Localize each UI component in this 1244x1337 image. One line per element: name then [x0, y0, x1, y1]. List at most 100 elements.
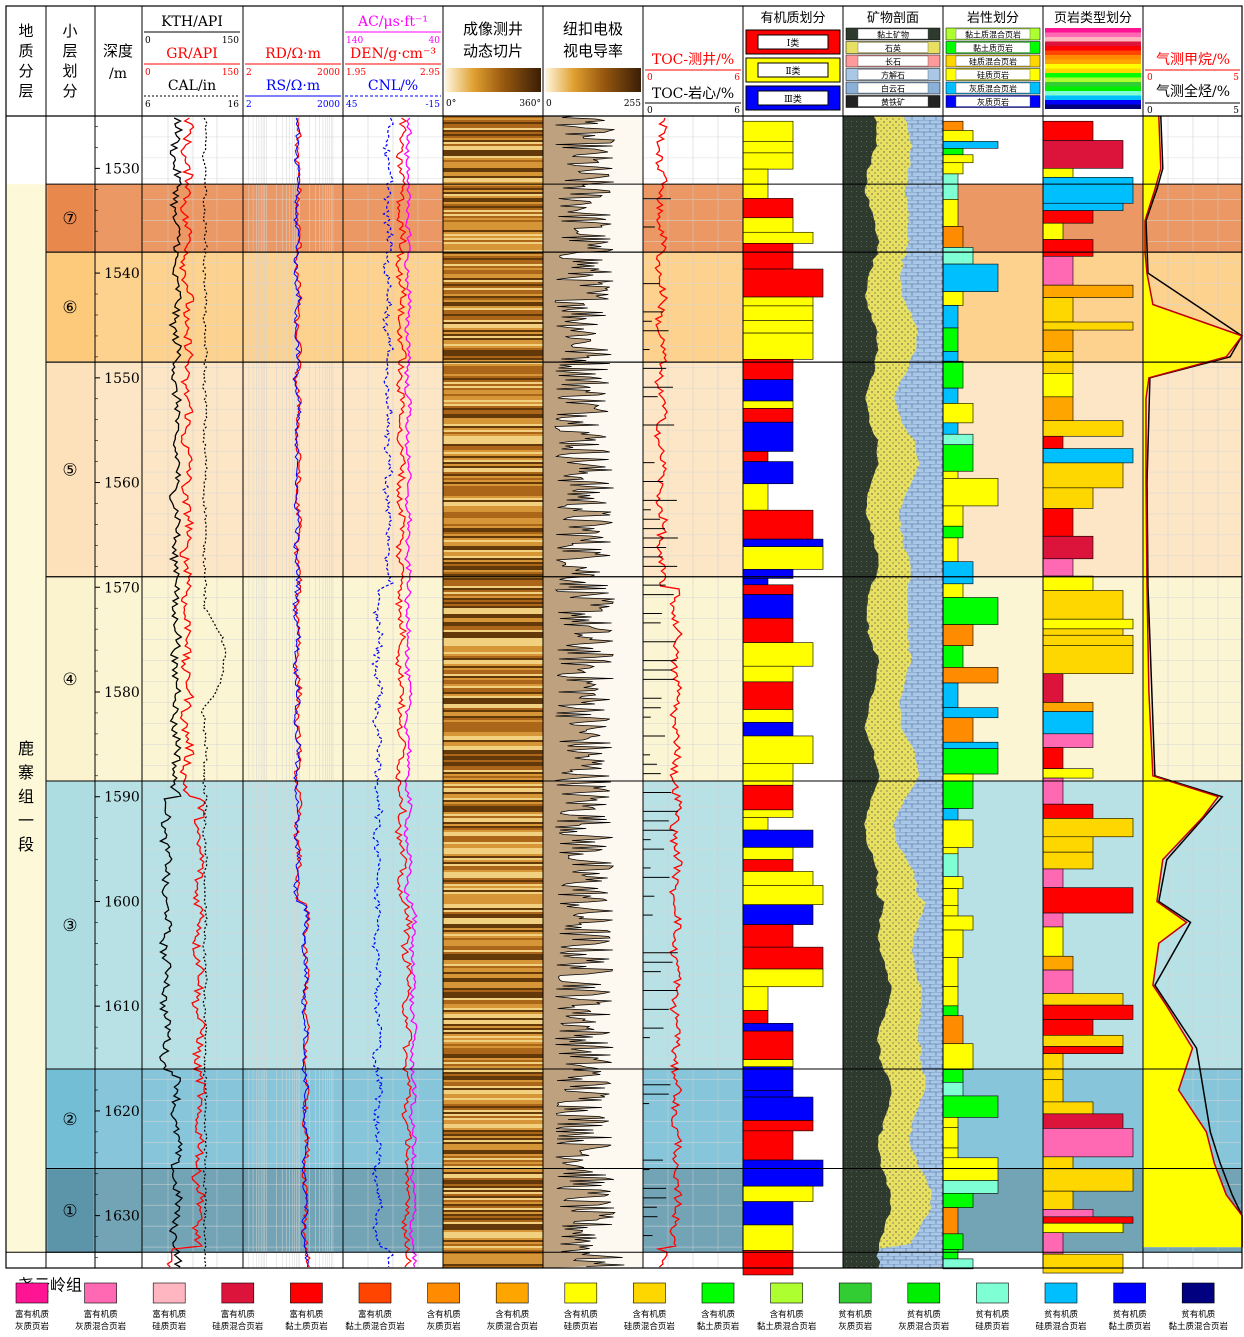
image-log-stripe	[443, 334, 543, 336]
image-log-stripe	[443, 534, 543, 536]
shale-type-swatch	[1045, 28, 1141, 33]
total-gas-curve	[1145, 115, 1243, 1248]
image-log-stripe	[443, 380, 543, 382]
image-log-colorbar	[445, 68, 541, 92]
image-log-stripe	[443, 240, 543, 242]
sublayer-band	[95, 252, 142, 363]
image-log-stripe	[443, 894, 543, 896]
ac-curve	[394, 117, 414, 1268]
shale-type-block	[1042, 1004, 1134, 1020]
sublayer-band	[95, 781, 142, 1070]
image-log-stripe	[443, 666, 543, 668]
organic-class-block	[742, 1159, 824, 1187]
image-log-stripe	[443, 836, 543, 838]
image-log-stripe	[443, 940, 543, 942]
image-log-stripe	[443, 398, 543, 400]
legend-label-line1: 富有机质	[289, 1309, 324, 1320]
lithology-name: 硅质页岩	[977, 70, 1009, 80]
legend-label-line2: 黏土质混合页岩	[1168, 1321, 1228, 1332]
image-log-stripe	[443, 154, 543, 156]
image-log-stripe	[443, 926, 543, 928]
image-log-stripe	[443, 140, 543, 142]
shale-type-block	[1042, 435, 1064, 449]
image-log-stripe	[443, 230, 543, 232]
image-log-stripe	[443, 1264, 543, 1266]
formation-upper-char: 组	[18, 787, 34, 806]
image-log-stripe	[443, 1190, 543, 1192]
image-log-stripe	[443, 916, 543, 918]
image-log-stripe	[443, 744, 543, 746]
image-log-stripe	[443, 1112, 543, 1114]
image-log-stripe	[443, 582, 543, 584]
organic-class-block	[742, 1010, 769, 1024]
shale-type-block	[1042, 1190, 1074, 1210]
image-log-stripe	[443, 1116, 543, 1118]
track1-scale-max: 16	[228, 100, 240, 110]
image-log-stripe	[443, 1032, 543, 1034]
organic-class-block	[742, 784, 794, 811]
shale-type-swatch	[1045, 55, 1141, 60]
shale-type-block	[1042, 747, 1064, 770]
shale-type-block	[1042, 420, 1124, 437]
image-log-stripe	[443, 386, 543, 388]
lithology-block	[942, 905, 959, 917]
image-log-stripe	[443, 1164, 543, 1166]
image-log-stripe	[443, 228, 543, 230]
organic-class-block	[742, 400, 794, 409]
image-log-stripe	[443, 1114, 543, 1116]
lithology-block	[942, 226, 964, 248]
lithology-block	[942, 505, 964, 527]
image-log-stripe	[443, 146, 543, 148]
image-log-stripe	[443, 1108, 543, 1110]
image-log-stripe	[443, 754, 543, 756]
image-log-stripe	[443, 760, 543, 762]
image-log-stripe	[443, 608, 543, 610]
image-log-stripe	[443, 730, 543, 732]
image-log-stripe	[443, 644, 543, 646]
image-log-stripe	[443, 180, 543, 182]
toc-log-min: 0	[647, 73, 653, 83]
image-log-stripe	[443, 776, 543, 778]
image-log-stripe	[443, 394, 543, 396]
depth-tick-label: 1630	[104, 1209, 140, 1225]
image-log-stripe	[443, 190, 543, 192]
image-log-stripe	[443, 996, 543, 998]
sublayer-label: ②	[62, 1110, 77, 1130]
image-log-stripe	[443, 558, 543, 560]
image-log-stripe	[443, 524, 543, 526]
image-log-stripe	[443, 638, 543, 640]
image-log-stripe	[443, 1138, 543, 1140]
image-log-stripe	[443, 758, 543, 760]
image-log-stripe	[443, 612, 543, 614]
organic-class-block	[742, 379, 794, 402]
lithology-block	[942, 929, 964, 958]
image-log-stripe	[443, 532, 543, 534]
strat-header-char: 质	[18, 42, 33, 60]
lithology-block	[942, 360, 964, 389]
image-log-stripe	[443, 296, 543, 298]
image-log-stripe	[443, 502, 543, 504]
image-log-stripe	[443, 378, 543, 380]
mineral-box	[857, 96, 929, 107]
image-log-stripe	[443, 260, 543, 262]
legend-swatch	[358, 1282, 392, 1304]
image-log-stripe	[443, 900, 543, 902]
image-log-stripe	[443, 652, 543, 654]
lithology-block	[942, 1069, 964, 1083]
lithology-block	[942, 1249, 959, 1260]
organic-class-name: Ⅰ类	[787, 37, 800, 49]
image-log-stripe	[443, 984, 543, 986]
image-log-stripe	[443, 542, 543, 544]
lithology-block	[942, 130, 974, 142]
image-log-stripe	[443, 302, 543, 304]
image-log-stripe	[443, 616, 543, 618]
image-log-stripe	[443, 1126, 543, 1128]
mineral-title: 矿物剖面	[867, 11, 919, 26]
image-log-stripe	[443, 458, 543, 460]
image-log-stripe	[443, 1150, 543, 1152]
image-log-stripe	[443, 842, 543, 844]
image-log-stripe	[443, 854, 543, 856]
legend-swatch	[701, 1282, 735, 1304]
depth-and-layer-labels: 1530 1540 1550 1560 1570 1580 1590 1600 1610 1620…	[6, 126, 142, 1294]
mineral-box	[857, 55, 929, 67]
